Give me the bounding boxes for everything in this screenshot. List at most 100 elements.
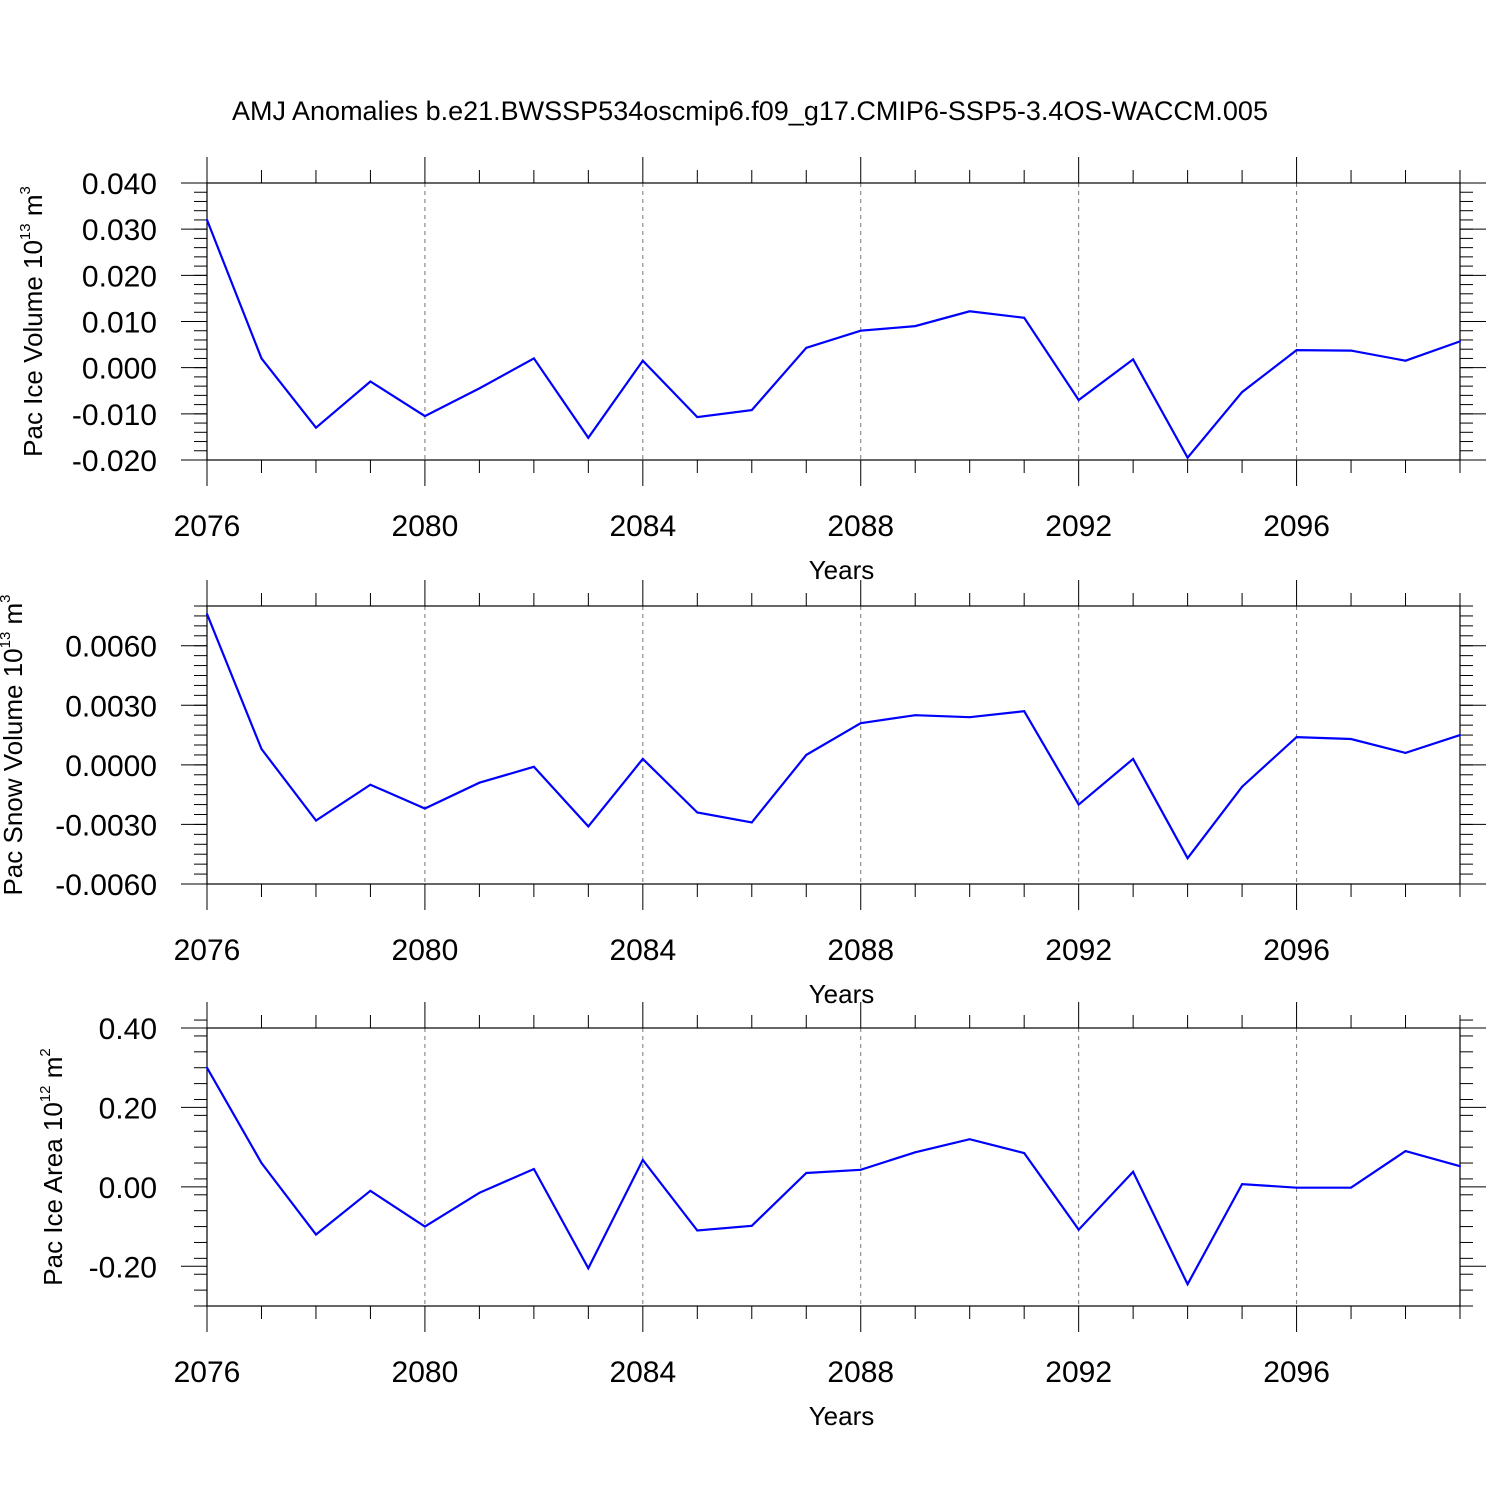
- y-axis-label: Pac Snow Volume 1013 m3: [0, 594, 28, 895]
- series-line: [205, 219, 1461, 460]
- x-tick-label: 2084: [609, 510, 676, 543]
- data-point: [641, 1158, 644, 1161]
- data-point: [1077, 398, 1080, 401]
- data-point: [587, 1267, 590, 1270]
- series-line: [206, 1067, 1461, 1287]
- y-axis-label-unit-exponent: 2: [37, 1048, 54, 1056]
- data-point: [1186, 1283, 1189, 1286]
- x-tick-label: 2088: [827, 1356, 894, 1389]
- y-axis-label-main: Pac Ice Area 10: [38, 1102, 68, 1286]
- x-tick-label: 2084: [609, 1356, 676, 1389]
- y-axis-label-unit: m: [38, 1057, 68, 1086]
- data-point: [1241, 785, 1244, 788]
- data-point: [1132, 1170, 1135, 1173]
- x-tick-label: 2080: [392, 934, 459, 967]
- y-tick-label: -0.0060: [55, 869, 157, 902]
- y-tick-label: 0.20: [99, 1092, 157, 1125]
- data-point: [260, 747, 263, 750]
- data-point: [968, 310, 971, 313]
- data-point: [478, 1191, 481, 1194]
- data-point: [532, 357, 535, 360]
- y-axis-label-unit: m: [0, 603, 28, 632]
- data-point: [478, 781, 481, 784]
- data-point: [532, 765, 535, 768]
- series-line: [205, 613, 1461, 861]
- data-point: [696, 811, 699, 814]
- x-axis-label: Years: [809, 555, 875, 585]
- data-point: [805, 1171, 808, 1174]
- x-tick-label: 2080: [392, 510, 459, 543]
- y-tick-label: 0.010: [82, 307, 157, 340]
- x-tick-label: 2088: [827, 934, 894, 967]
- y-axis-label-main: Pac Snow Volume 10: [0, 648, 28, 895]
- data-point: [968, 1138, 971, 1141]
- y-axis-label-exponent: 13: [17, 223, 34, 240]
- data-point: [206, 1066, 208, 1069]
- data-point: [1350, 349, 1353, 352]
- y-axis-label: Pac Ice Area 1012 m2: [37, 1048, 68, 1285]
- data-point: [750, 821, 753, 824]
- data-point: [423, 807, 426, 810]
- figure-title: AMJ Anomalies b.e21.BWSSP534oscmip6.f09_…: [232, 96, 1268, 126]
- data-point: [1241, 1183, 1244, 1186]
- data-point: [1023, 710, 1026, 713]
- data-point: [1186, 857, 1189, 860]
- x-tick-label: 2092: [1045, 934, 1112, 967]
- y-tick-label: 0.0060: [65, 631, 157, 664]
- data-point: [641, 757, 644, 760]
- data-point: [750, 1224, 753, 1227]
- x-tick-label: 2076: [174, 1356, 241, 1389]
- data-point: [260, 357, 263, 360]
- data-point: [750, 409, 753, 412]
- y-axis-label: Pac Ice Volume 1013 m3: [17, 186, 48, 457]
- data-point: [1404, 1150, 1407, 1153]
- x-tick-label: 2088: [827, 510, 894, 543]
- data-point: [587, 825, 590, 828]
- y-tick-label: 0.000: [82, 353, 157, 386]
- data-point: [1404, 751, 1407, 754]
- data-point: [805, 346, 808, 349]
- data-point: [968, 716, 971, 719]
- data-point: [914, 325, 917, 328]
- data-point: [369, 1189, 372, 1192]
- data-point: [1459, 734, 1461, 737]
- data-point: [1023, 316, 1026, 319]
- data-point: [914, 714, 917, 717]
- y-axis-label-unit: m: [18, 194, 48, 223]
- x-tick-label: 2076: [174, 510, 241, 543]
- data-point: [532, 1167, 535, 1170]
- data-point: [1132, 757, 1135, 760]
- x-tick-label: 2096: [1263, 934, 1330, 967]
- y-tick-label: -0.020: [72, 445, 157, 478]
- data-point: [1077, 803, 1080, 806]
- x-tick-label: 2092: [1045, 510, 1112, 543]
- data-point: [1404, 359, 1407, 362]
- data-point: [696, 416, 699, 419]
- data-point: [641, 359, 644, 362]
- data-point: [859, 722, 862, 725]
- chart-pac-ice-volume: -0.020 -0.010 0.000 0.010 0.020 0.030 0.040 207…: [17, 157, 1486, 585]
- data-point: [423, 415, 426, 418]
- data-point: [206, 218, 208, 221]
- data-point: [696, 1229, 699, 1232]
- data-point: [859, 1168, 862, 1171]
- x-axis-label: Years: [809, 1401, 875, 1431]
- x-tick-label: 2076: [174, 934, 241, 967]
- x-tick-label: 2096: [1263, 1356, 1330, 1389]
- data-point: [1459, 340, 1461, 343]
- data-point: [914, 1151, 917, 1154]
- y-tick-label: 0.0030: [65, 690, 157, 723]
- y-tick-label: 0.040: [82, 168, 157, 201]
- data-point: [314, 426, 317, 429]
- data-point: [1295, 736, 1298, 739]
- y-axis-label-unit-exponent: 3: [17, 186, 34, 194]
- data-point: [369, 380, 372, 383]
- data-point: [859, 329, 862, 332]
- chart-panels: -0.020 -0.010 0.000 0.010 0.020 0.030 0.040 207…: [0, 157, 1486, 1431]
- y-tick-label: -0.0030: [55, 809, 157, 842]
- data-point: [1241, 391, 1244, 394]
- y-tick-label: -0.010: [72, 399, 157, 432]
- y-tick-label: 0.030: [82, 214, 157, 247]
- chart-pac-snow-volume: -0.0060 -0.0030 0.0000 0.0030 0.0060 2076 2080…: [0, 580, 1486, 1009]
